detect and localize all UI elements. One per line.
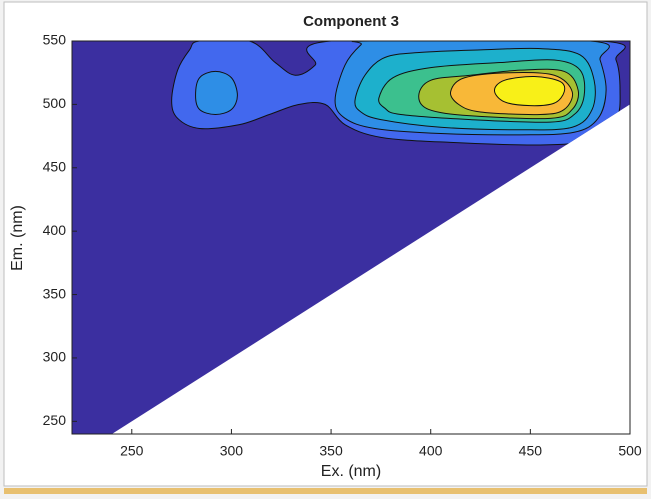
y-tick-label: 550 bbox=[43, 32, 67, 48]
y-tick-label: 250 bbox=[43, 412, 67, 428]
x-tick-label: 400 bbox=[419, 443, 443, 459]
x-tick-label: 250 bbox=[120, 443, 144, 459]
y-tick-label: 300 bbox=[43, 349, 67, 365]
y-tick-label: 350 bbox=[43, 285, 67, 301]
contour-band bbox=[493, 75, 566, 107]
bottom-bar bbox=[4, 488, 647, 494]
x-tick-label: 350 bbox=[319, 443, 343, 459]
y-tick-label: 500 bbox=[43, 95, 67, 111]
plot-frame bbox=[71, 40, 631, 435]
x-tick-label: 500 bbox=[618, 443, 642, 459]
y-axis-label: Em. (nm) bbox=[9, 205, 26, 271]
chart-title: Component 3 bbox=[303, 13, 399, 30]
y-tick-label: 400 bbox=[43, 222, 67, 238]
x-tick-label: 300 bbox=[220, 443, 244, 459]
x-tick-label: 450 bbox=[519, 443, 543, 459]
y-tick-label: 450 bbox=[43, 158, 67, 174]
x-axis-label: Ex. (nm) bbox=[321, 463, 381, 480]
contour-band bbox=[195, 70, 238, 116]
